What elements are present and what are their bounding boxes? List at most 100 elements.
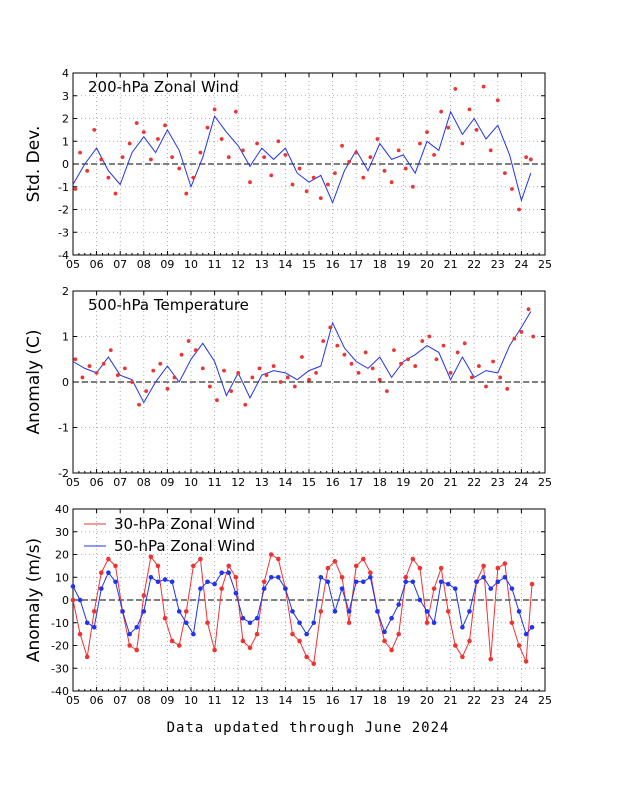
- data-point: [123, 366, 127, 371]
- data-point: [384, 389, 389, 393]
- series-1: [73, 84, 533, 212]
- data-point: [523, 631, 529, 637]
- data-point: [141, 593, 147, 598]
- data-point: [512, 336, 517, 341]
- x-tick-label: 14: [278, 258, 292, 271]
- data-point: [144, 389, 149, 393]
- data-point: [469, 375, 474, 380]
- data-point: [219, 586, 224, 591]
- data-point: [460, 625, 465, 630]
- data-point: [318, 196, 323, 201]
- data-point: [148, 574, 154, 580]
- data-point: [99, 570, 104, 575]
- data-point: [290, 182, 295, 187]
- data-point: [361, 175, 366, 180]
- panel-500hpa-temperature: 05 06 07 08 09 10 11 12 13 14 15 16 17 18 19 20 21 22 23 24…: [24, 285, 552, 489]
- data-point: [445, 609, 451, 614]
- data-point: [226, 563, 232, 569]
- data-point: [77, 597, 83, 603]
- data-point: [455, 350, 460, 355]
- y-tick-label: 1: [62, 331, 69, 344]
- data-point: [332, 559, 338, 564]
- data-point: [417, 597, 423, 603]
- data-point: [290, 631, 295, 637]
- data-point: [453, 586, 458, 591]
- data-point: [137, 402, 141, 407]
- data-point: [375, 609, 380, 614]
- data-point: [346, 620, 352, 626]
- x-tick-label: 25: [538, 258, 552, 271]
- series-line: [72, 571, 533, 636]
- x-tick-label: 12: [231, 258, 245, 271]
- data-point: [130, 380, 134, 384]
- data-point: [467, 107, 472, 112]
- data-point: [462, 341, 467, 346]
- y-tick-label: 1: [62, 135, 69, 148]
- data-point: [233, 590, 239, 596]
- data-point: [269, 173, 274, 178]
- data-point: [526, 307, 531, 312]
- data-point: [297, 620, 302, 626]
- data-point: [70, 597, 76, 603]
- data-point: [339, 586, 345, 591]
- legend-label: 50-hPa Zonal Wind: [114, 537, 255, 555]
- data-point: [226, 570, 232, 575]
- data-point: [73, 357, 78, 362]
- data-point: [297, 166, 302, 171]
- data-point: [141, 609, 147, 614]
- x-tick-label: 24: [514, 694, 528, 707]
- data-point: [106, 570, 111, 575]
- series-1: [73, 307, 536, 407]
- x-tick-label: 19: [396, 476, 410, 489]
- data-point: [353, 563, 359, 569]
- data-point: [389, 615, 394, 621]
- data-point: [141, 130, 146, 135]
- data-point: [261, 586, 267, 591]
- data-point: [191, 175, 196, 180]
- data-point: [342, 352, 347, 357]
- data-point: [333, 171, 337, 176]
- data-point: [360, 579, 366, 585]
- data-point: [236, 371, 241, 375]
- data-point: [191, 563, 196, 569]
- data-point: [212, 581, 217, 587]
- data-point: [318, 609, 324, 614]
- data-point: [467, 638, 472, 644]
- x-tick-label: 23: [491, 476, 505, 489]
- data-point: [382, 638, 387, 644]
- data-point: [162, 615, 168, 621]
- data-point: [257, 366, 262, 371]
- data-point: [460, 654, 465, 660]
- x-tick-label: 17: [349, 476, 363, 489]
- y-axis-label: Anomaly (C): [24, 329, 44, 434]
- data-point: [247, 645, 253, 651]
- data-point: [172, 375, 177, 380]
- data-point: [99, 157, 104, 162]
- data-point: [290, 609, 295, 614]
- data-point: [85, 168, 90, 173]
- x-tick-label: 05: [66, 476, 80, 489]
- data-point: [346, 609, 352, 614]
- data-point: [248, 180, 252, 185]
- data-point: [488, 656, 494, 662]
- data-point: [276, 574, 281, 580]
- data-point: [420, 339, 425, 343]
- data-point: [498, 375, 503, 380]
- data-point: [78, 150, 82, 155]
- x-tick-label: 08: [137, 694, 151, 707]
- data-point: [156, 137, 160, 141]
- data-point: [255, 141, 259, 146]
- x-tick-label: 16: [326, 694, 340, 707]
- data-point: [77, 631, 83, 637]
- data-point: [431, 620, 437, 626]
- x-tick-label: 18: [373, 694, 387, 707]
- data-point: [524, 155, 529, 160]
- series-line: [72, 553, 533, 665]
- x-tick-label: 18: [373, 476, 387, 489]
- x-tick-label: 25: [538, 476, 552, 489]
- data-point: [127, 643, 132, 648]
- y-tick-label: -3: [58, 226, 69, 239]
- data-point: [162, 577, 168, 582]
- data-point: [368, 155, 373, 160]
- data-point: [332, 609, 338, 614]
